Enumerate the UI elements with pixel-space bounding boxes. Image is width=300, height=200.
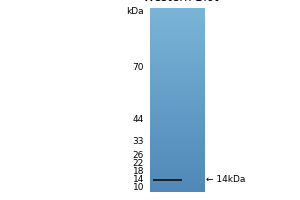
Text: ← 14kDa: ← 14kDa (206, 176, 245, 184)
Text: 10: 10 (133, 184, 144, 192)
Text: 70: 70 (133, 64, 144, 72)
Text: 26: 26 (133, 152, 144, 160)
Text: kDa: kDa (126, 7, 144, 16)
Text: 33: 33 (133, 138, 144, 146)
Text: Western Blot: Western Blot (143, 0, 219, 4)
Bar (153, 179, 182, 181)
Text: 14: 14 (133, 176, 144, 184)
Text: 44: 44 (133, 116, 144, 124)
Text: 18: 18 (133, 168, 144, 177)
Text: 22: 22 (133, 160, 144, 168)
